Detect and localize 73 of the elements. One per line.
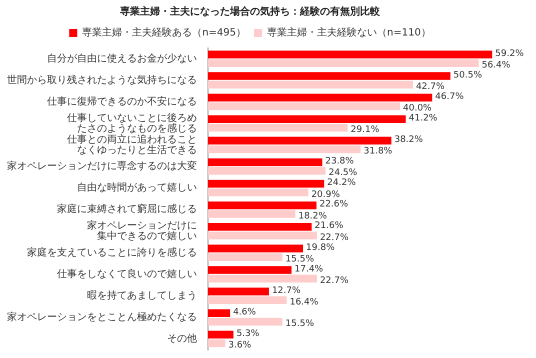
data-label: 22.7% <box>320 232 349 243</box>
data-label: 3.6% <box>228 340 252 351</box>
y-tick-label: その他 <box>167 332 197 345</box>
y-tick-label: 家オペレーションをとことん極めたくなる <box>7 311 197 324</box>
data-label: 18.2% <box>298 211 328 222</box>
data-label: 42.7% <box>416 82 445 92</box>
bar <box>208 102 400 110</box>
data-label: 5.3% <box>236 329 260 340</box>
bar <box>208 145 361 154</box>
bar <box>208 166 326 175</box>
bar <box>208 266 292 274</box>
bar <box>208 296 287 304</box>
bar <box>208 180 324 188</box>
data-label: 24.2% <box>327 178 356 188</box>
y-tick-label: 家庭を支えていることに誇りを感じる <box>27 246 197 258</box>
chart-title: 専業主婦・主夫になった場合の気持ち：経験の有無別比較 <box>119 6 381 18</box>
y-tick-label: 自由な時間があって嬉しい <box>77 182 197 194</box>
bar <box>208 115 406 124</box>
bar <box>208 80 413 89</box>
bar <box>208 50 492 58</box>
data-label: 15.5% <box>285 319 314 330</box>
bar <box>208 244 304 252</box>
bar <box>208 188 308 196</box>
y-tick-label: 仕事との両立に追われることなくゆったりと生活できる <box>67 133 197 156</box>
data-label: 50.5% <box>453 70 482 80</box>
bar <box>208 232 317 240</box>
y-tick-label: 世間から取り残されたような気持ちになる <box>7 74 197 86</box>
y-tick-label: 家オペレーションだけに専念するのは大変 <box>7 160 197 172</box>
bar <box>208 158 322 166</box>
bar <box>208 136 392 145</box>
data-label: 20.9% <box>311 190 340 200</box>
bar <box>208 318 282 326</box>
y-tick-label: 家オペレーションだけに集中できるので嬉しい <box>87 220 197 242</box>
data-label: 22.6% <box>319 200 349 210</box>
data-label: 4.6% <box>233 307 256 318</box>
y-tick-label: 暇を持てあましてしまう <box>87 289 197 302</box>
data-label: 56.4% <box>482 60 511 70</box>
data-label: 19.8% <box>306 242 336 253</box>
y-tick-label: 仕事していないことに後ろめたさのようなものを感じる <box>67 112 197 134</box>
data-label: 29.1% <box>350 125 380 136</box>
y-tick-label: 仕事をしなくて良いので嬉しい <box>57 268 197 280</box>
data-label: 12.7% <box>272 286 301 296</box>
bar <box>208 309 230 317</box>
bar <box>208 210 296 218</box>
data-label: 46.7% <box>435 92 464 102</box>
data-label: 22.7% <box>320 276 349 286</box>
bar <box>208 339 226 348</box>
bar <box>208 223 312 231</box>
y-tick-label: 仕事に復帰できるのか不安になる <box>47 95 197 108</box>
bar <box>208 94 432 102</box>
bar <box>208 330 234 339</box>
bar <box>208 72 450 80</box>
bar <box>208 59 479 67</box>
bar <box>208 274 317 283</box>
data-label: 59.2% <box>495 48 524 59</box>
data-label: 21.6% <box>314 221 344 232</box>
legend-label: 専業主婦・主夫経験ある（n=495） <box>82 26 246 39</box>
bar <box>208 201 316 210</box>
data-label: 24.5% <box>328 168 358 178</box>
bar <box>208 253 282 261</box>
data-label: 31.8% <box>364 146 393 157</box>
data-label: 38.2% <box>394 135 424 146</box>
data-label: 41.2% <box>408 113 438 124</box>
data-label: 23.8% <box>325 156 354 167</box>
bar <box>208 124 348 132</box>
bar <box>208 288 269 296</box>
y-tick-label: 家庭に束縛されて窮屈に感じる <box>57 203 197 216</box>
y-tick-label: 自分が自由に使えるお金が少ない <box>47 52 197 64</box>
data-label: 15.5% <box>285 254 314 264</box>
data-label: 40.0% <box>403 104 432 114</box>
data-label: 16.4% <box>290 298 319 308</box>
legend-label: 専業主婦・主夫経験ない（n=110） <box>267 26 431 39</box>
data-label: 17.4% <box>294 264 324 274</box>
